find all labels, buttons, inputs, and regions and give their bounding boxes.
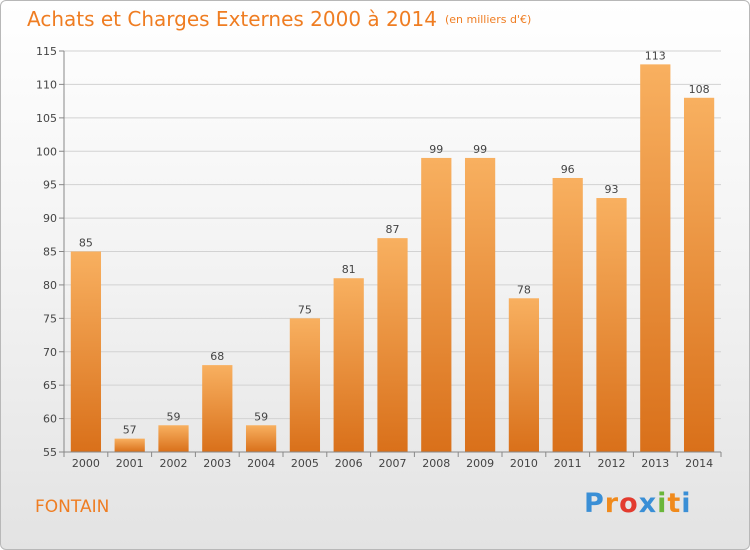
bar <box>202 365 233 452</box>
bar <box>70 251 102 452</box>
bar <box>114 438 145 452</box>
chart-title: Achats et Charges Externes 2000 à 2014 <box>27 7 437 31</box>
logo-letter: i <box>657 488 668 519</box>
data-label: 113 <box>645 49 666 62</box>
data-label: 85 <box>79 237 93 250</box>
data-label: 75 <box>298 303 312 316</box>
x-tick-label: 2000 <box>72 457 100 470</box>
data-label: 96 <box>561 163 575 176</box>
x-tick-label: 2006 <box>335 457 363 470</box>
x-tick-label: 2007 <box>379 457 407 470</box>
logo-letter: x <box>638 488 658 519</box>
data-label: 108 <box>689 83 710 96</box>
data-label: 78 <box>517 283 531 296</box>
x-tick-label: 2008 <box>422 457 450 470</box>
data-label: 99 <box>473 143 487 156</box>
bar <box>596 198 627 452</box>
x-tick-label: 2001 <box>116 457 144 470</box>
bar <box>333 278 364 452</box>
bar <box>421 157 452 452</box>
data-label: 59 <box>167 410 181 423</box>
y-tick-label: 75 <box>43 312 57 325</box>
y-tick-label: 85 <box>43 246 57 259</box>
bar <box>683 97 715 453</box>
y-tick-label: 105 <box>36 112 57 125</box>
axes: 55 60 65 70 75 80 85 90 95 100 105 110 115 2000 2001 20… <box>36 45 722 470</box>
bar <box>245 425 277 452</box>
logo-letter: r <box>604 488 620 519</box>
x-tick-label: 2002 <box>160 457 188 470</box>
data-label: 57 <box>123 424 137 437</box>
y-tick-label: 100 <box>36 145 57 158</box>
data-label: 93 <box>605 183 619 196</box>
data-label: 68 <box>210 350 224 363</box>
y-tick-label: 115 <box>36 45 57 58</box>
y-tick-label: 110 <box>36 78 57 91</box>
x-tick-label: 2005 <box>291 457 319 470</box>
bar <box>377 238 408 452</box>
bar <box>289 318 321 452</box>
x-tick-label: 2010 <box>510 457 538 470</box>
logo-letter: P <box>584 488 605 519</box>
x-tick-label: 2009 <box>466 457 494 470</box>
y-tick-label: 80 <box>43 279 57 292</box>
y-tick-label: 60 <box>43 413 57 426</box>
x-tick-label: 2012 <box>598 457 626 470</box>
proxiti-logo: Proxiti <box>584 488 692 519</box>
data-label: 59 <box>254 410 268 423</box>
bar <box>508 298 540 452</box>
logo-letter: o <box>619 488 639 519</box>
data-label: 87 <box>386 223 400 236</box>
x-tick-label: 2011 <box>554 457 582 470</box>
x-tick-label: 2003 <box>203 457 231 470</box>
y-tick-label: 95 <box>43 179 57 192</box>
logo-letter: i <box>681 488 692 519</box>
y-tick-label: 70 <box>43 346 57 359</box>
chart-title-block: Achats et Charges Externes 2000 à 2014 (e… <box>27 7 531 31</box>
bar <box>640 64 671 452</box>
x-tick-label: 2013 <box>641 457 669 470</box>
location-label: FONTAIN <box>35 497 110 517</box>
chart-subtitle: (en milliers d'€) <box>444 13 532 26</box>
x-tick-label: 2004 <box>247 457 275 470</box>
x-tick-label: 2014 <box>685 457 713 470</box>
logo-letter: t <box>667 488 682 519</box>
y-tick-label: 65 <box>43 379 57 392</box>
bar <box>158 425 189 452</box>
bar <box>552 177 583 452</box>
data-label: 99 <box>429 143 443 156</box>
data-label: 81 <box>342 263 356 276</box>
y-tick-label: 55 <box>43 446 57 459</box>
y-tick-label: 90 <box>43 212 57 225</box>
bar <box>464 157 496 452</box>
bar-series: 85 57 59 68 59 75 81 87 99 99 78 96 93 113 108 <box>70 49 715 453</box>
